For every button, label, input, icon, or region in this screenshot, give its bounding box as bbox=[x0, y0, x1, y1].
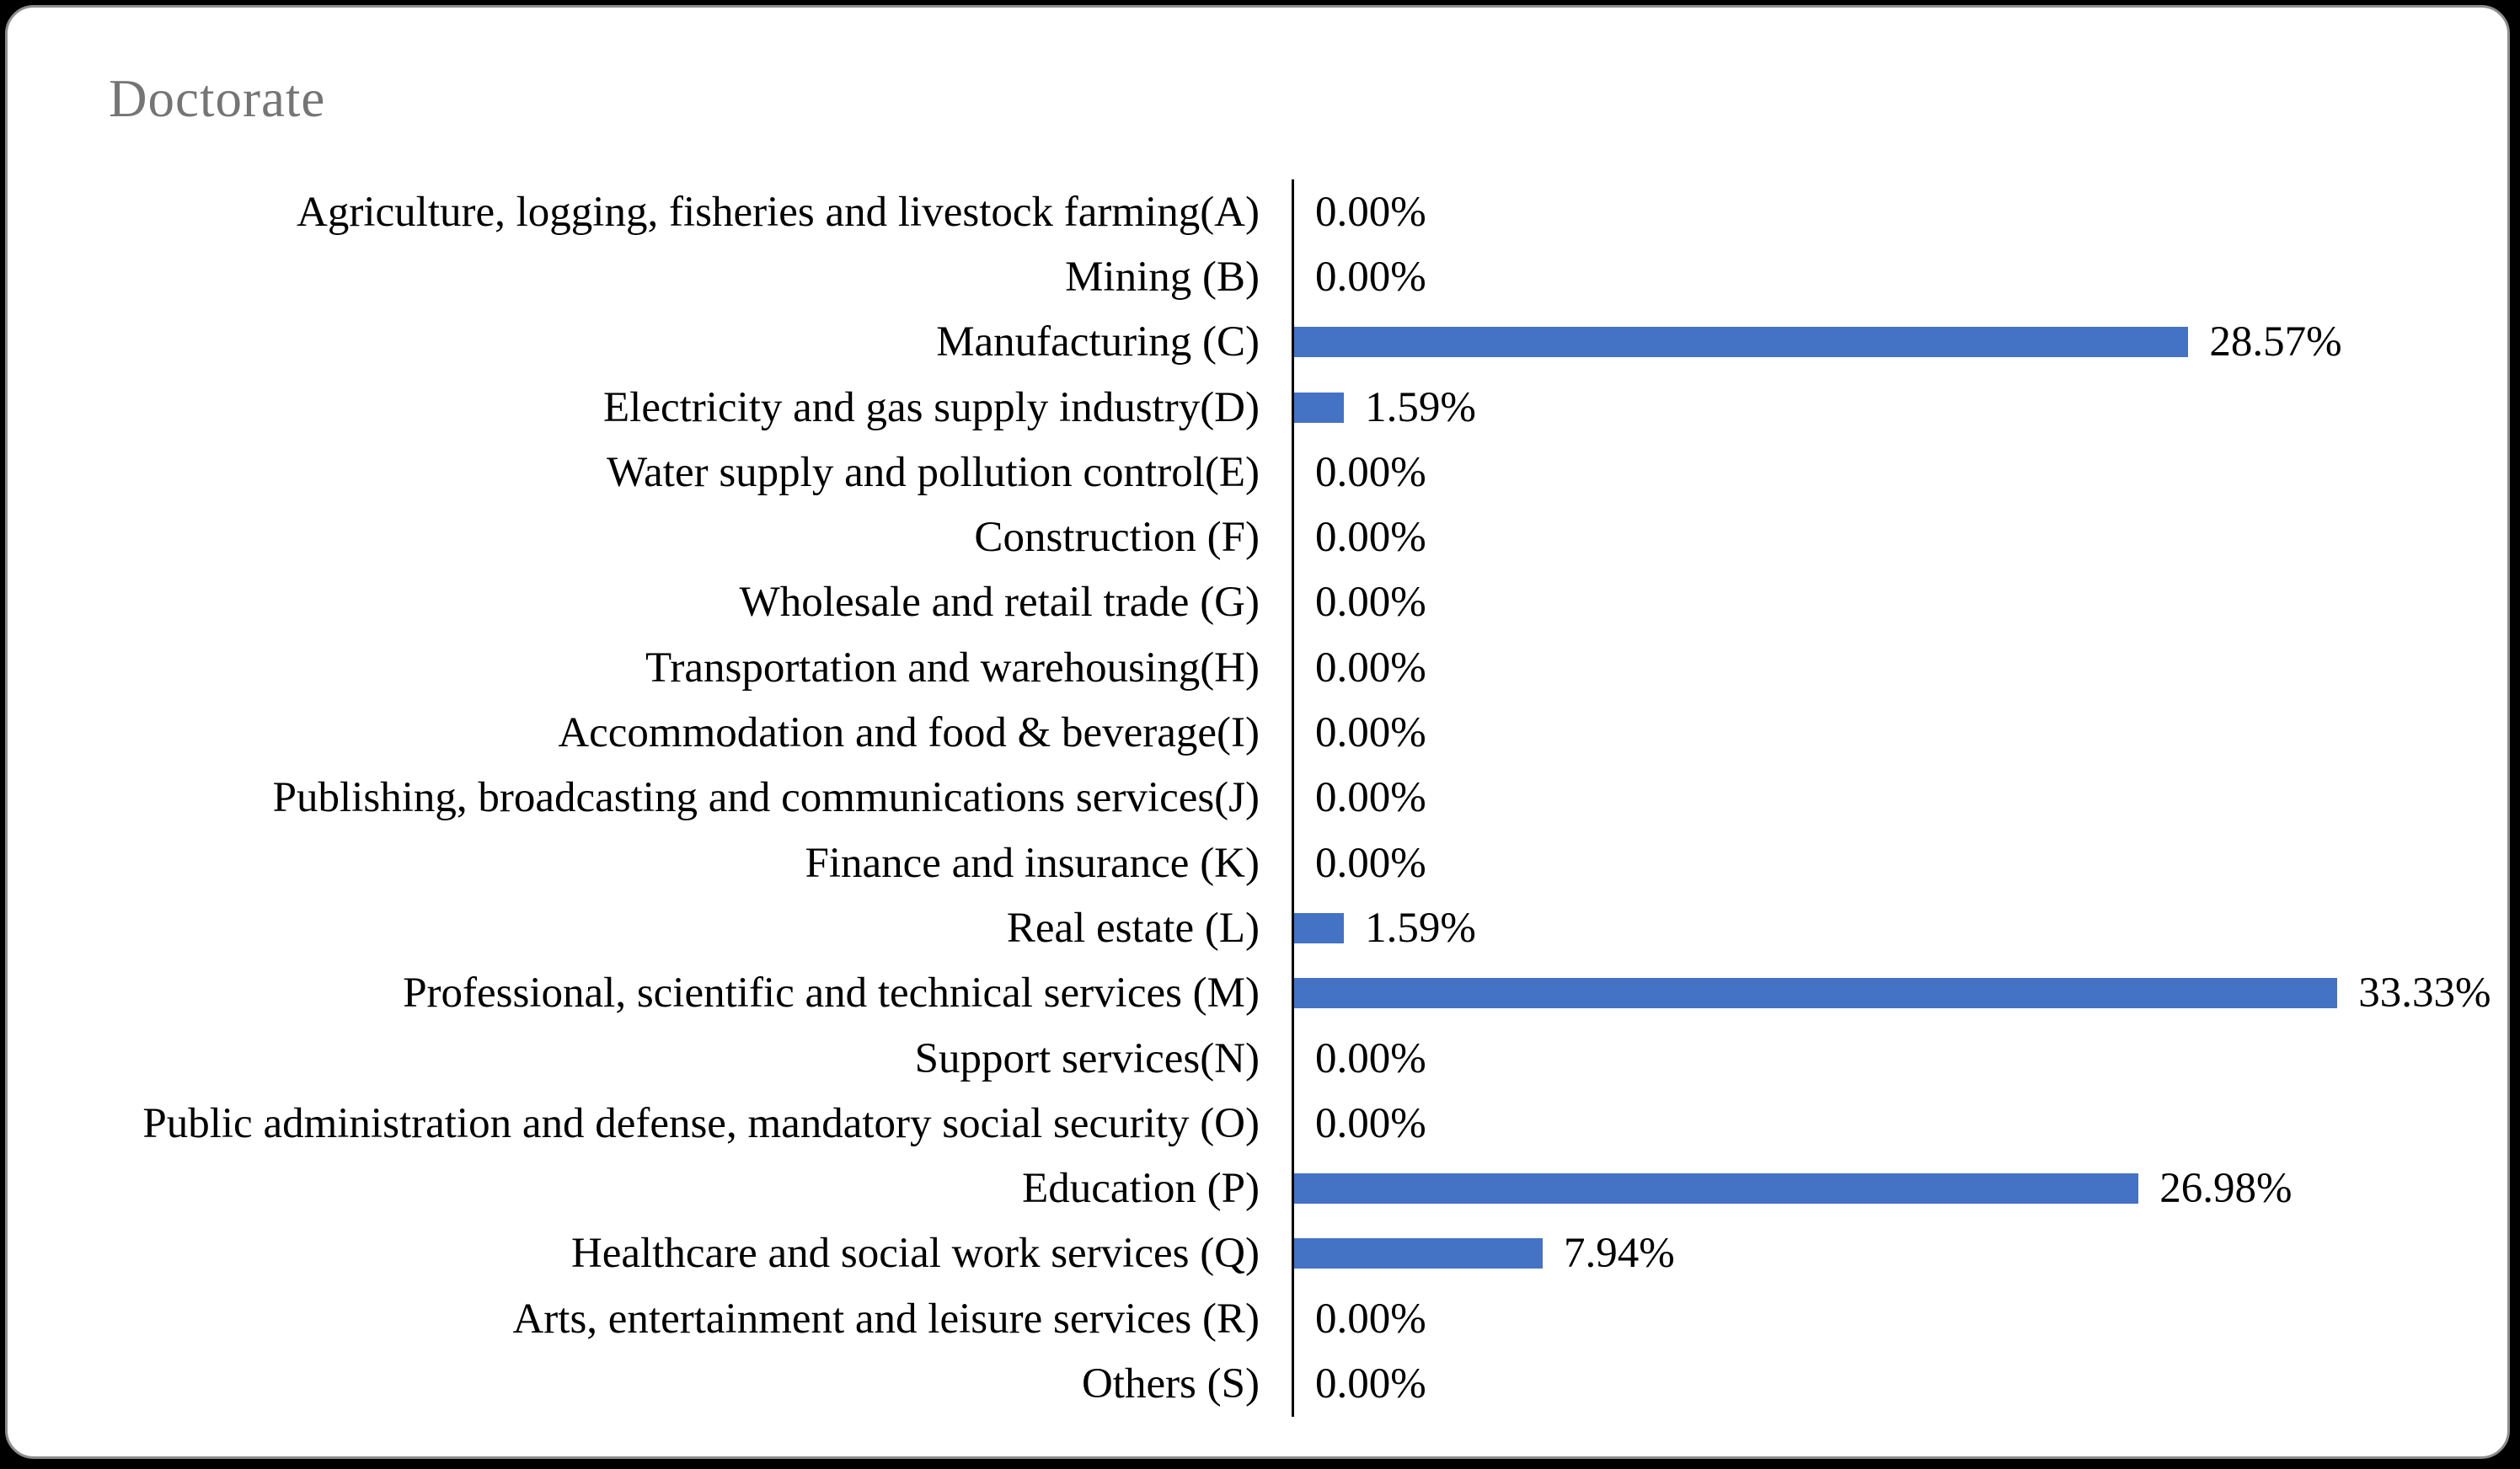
category-axis-line: 28.57% bbox=[1292, 309, 2507, 375]
value-label: 0.00% bbox=[1315, 448, 1426, 496]
value-label: 0.00% bbox=[1315, 709, 1426, 757]
chart-row: Support services(N) 0.00% bbox=[8, 1025, 2507, 1092]
value-label: 1.59% bbox=[1365, 904, 1476, 952]
chart-row: Accommodation and food & beverage(I) 0.0… bbox=[8, 700, 2507, 766]
category-axis-line: 0.00% bbox=[1292, 505, 2507, 570]
chart-row: Education (P) 26.98% bbox=[8, 1156, 2507, 1221]
value-label: 28.57% bbox=[2209, 318, 2342, 366]
category-label: Accommodation and food & beverage(I) bbox=[558, 709, 1260, 757]
bar bbox=[1294, 978, 2338, 1009]
bar bbox=[1294, 1173, 2139, 1205]
value-label: 0.00% bbox=[1315, 1295, 1426, 1343]
category-axis-line: 0.00% bbox=[1292, 1351, 2507, 1417]
chart-row: Professional, scientific and technical s… bbox=[8, 960, 2507, 1026]
chart-row: Publishing, broadcasting and communicati… bbox=[8, 765, 2507, 831]
category-label: Public administration and defense, manda… bbox=[142, 1099, 1260, 1147]
category-axis-line: 33.33% bbox=[1292, 960, 2507, 1026]
category-label: Publishing, broadcasting and communicati… bbox=[272, 774, 1260, 822]
category-label: Transportation and warehousing(H) bbox=[645, 644, 1260, 692]
category-axis-line: 26.98% bbox=[1292, 1156, 2507, 1221]
bar bbox=[1294, 392, 1345, 423]
chart-row: Mining (B) 0.00% bbox=[8, 244, 2507, 310]
value-label: 0.00% bbox=[1315, 644, 1426, 692]
category-axis-line: 0.00% bbox=[1292, 1091, 2507, 1157]
category-axis-line: 0.00% bbox=[1292, 635, 2507, 701]
category-axis-line: 0.00% bbox=[1292, 765, 2507, 831]
chart-row: Water supply and pollution control(E) 0.… bbox=[8, 440, 2507, 505]
value-label: 1.59% bbox=[1365, 383, 1476, 431]
category-axis-line: 0.00% bbox=[1292, 244, 2507, 310]
chart-row: Agriculture, logging, fisheries and live… bbox=[8, 179, 2507, 245]
value-label: 0.00% bbox=[1315, 1034, 1426, 1082]
category-axis-line: 0.00% bbox=[1292, 1025, 2507, 1092]
chart-title: Doctorate bbox=[109, 69, 326, 128]
category-axis-line: 0.00% bbox=[1292, 1286, 2507, 1352]
chart-row: Real estate (L) 1.59% bbox=[8, 895, 2507, 961]
category-axis-line: 1.59% bbox=[1292, 895, 2507, 961]
category-label: Agriculture, logging, fisheries and live… bbox=[297, 188, 1260, 236]
chart-row: Wholesale and retail trade (G) 0.00% bbox=[8, 569, 2507, 636]
category-axis-line: 0.00% bbox=[1292, 179, 2507, 245]
chart-row: Transportation and warehousing(H) 0.00% bbox=[8, 635, 2507, 701]
category-axis-line: 0.00% bbox=[1292, 830, 2507, 896]
value-label: 0.00% bbox=[1315, 1359, 1426, 1408]
chart-row: Others (S) 0.00% bbox=[8, 1351, 2507, 1417]
value-label: 0.00% bbox=[1315, 1099, 1426, 1147]
category-label: Manufacturing (C) bbox=[936, 318, 1260, 366]
chart-row: Arts, entertainment and leisure services… bbox=[8, 1286, 2507, 1352]
value-label: 0.00% bbox=[1315, 253, 1426, 301]
value-label: 0.00% bbox=[1315, 774, 1426, 822]
value-label: 33.33% bbox=[2358, 970, 2491, 1018]
chart-row: Finance and insurance (K) 0.00% bbox=[8, 830, 2507, 896]
category-axis-line: 0.00% bbox=[1292, 700, 2507, 766]
value-label: 0.00% bbox=[1315, 188, 1426, 236]
chart-row: Public administration and defense, manda… bbox=[8, 1091, 2507, 1157]
category-label: Water supply and pollution control(E) bbox=[607, 448, 1260, 496]
value-label: 0.00% bbox=[1315, 514, 1426, 562]
category-axis-line: 1.59% bbox=[1292, 374, 2507, 441]
category-label: Finance and insurance (K) bbox=[805, 839, 1260, 887]
value-label: 0.00% bbox=[1315, 579, 1426, 627]
value-label: 7.94% bbox=[1563, 1230, 1675, 1278]
chart-card: Doctorate Agriculture, logging, fisherie… bbox=[5, 5, 2510, 1459]
bar-rows: Agriculture, logging, fisheries and live… bbox=[8, 179, 2507, 1417]
value-label: 0.00% bbox=[1315, 839, 1426, 887]
category-axis-line: 0.00% bbox=[1292, 440, 2507, 505]
chart-row: Electricity and gas supply industry(D) 1… bbox=[8, 374, 2507, 441]
chart-row: Manufacturing (C) 28.57% bbox=[8, 309, 2507, 375]
bar bbox=[1294, 1238, 1543, 1269]
plot-area: Agriculture, logging, fisheries and live… bbox=[8, 179, 2507, 1417]
category-label: Real estate (L) bbox=[1006, 904, 1260, 952]
bar bbox=[1294, 327, 2189, 358]
category-label: Mining (B) bbox=[1065, 253, 1260, 301]
category-label: Healthcare and social work services (Q) bbox=[570, 1230, 1260, 1278]
chart-row: Construction (F) 0.00% bbox=[8, 505, 2507, 570]
category-label: Support services(N) bbox=[914, 1034, 1260, 1082]
category-label: Construction (F) bbox=[974, 514, 1260, 562]
chart-row: Healthcare and social work services (Q) … bbox=[8, 1221, 2507, 1287]
category-label: Others (S) bbox=[1081, 1359, 1260, 1408]
category-axis-line: 7.94% bbox=[1292, 1221, 2507, 1287]
bar bbox=[1294, 912, 1345, 943]
category-label: Electricity and gas supply industry(D) bbox=[603, 383, 1260, 431]
category-label: Education (P) bbox=[1022, 1165, 1260, 1213]
category-axis-line: 0.00% bbox=[1292, 569, 2507, 636]
category-label: Arts, entertainment and leisure services… bbox=[512, 1295, 1260, 1343]
value-label: 26.98% bbox=[2159, 1165, 2293, 1213]
category-label: Professional, scientific and technical s… bbox=[403, 970, 1260, 1018]
category-label: Wholesale and retail trade (G) bbox=[739, 579, 1260, 627]
